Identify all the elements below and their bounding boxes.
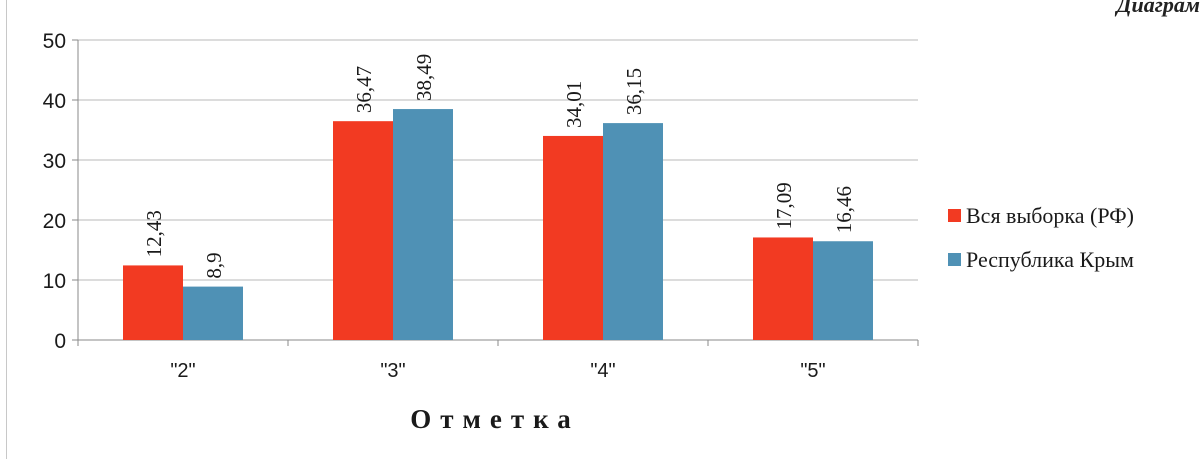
legend-swatch (948, 253, 961, 266)
data-labels: 12,43 8,9 36,47 38,49 34,01 36,15 17,09 16,46 (142, 54, 856, 279)
bar (543, 135, 603, 340)
bar (123, 265, 183, 340)
y-tick-label: 20 (43, 210, 66, 233)
y-tick-label: 30 (43, 150, 66, 173)
data-label: 36,15 (622, 68, 646, 115)
y-tick-label: 50 (43, 30, 66, 53)
x-tick-label: "5" (800, 360, 825, 382)
corner-caption: Диаграм (1116, 0, 1200, 17)
y-tick-label: 0 (54, 330, 66, 353)
data-label: 8,9 (202, 252, 226, 278)
bar (393, 109, 453, 340)
data-label: 36,47 (352, 66, 376, 113)
data-label: 34,01 (562, 81, 586, 128)
bar (753, 237, 813, 340)
data-label: 38,49 (412, 54, 436, 101)
legend: Вся выборка (РФ) Республика Крым (948, 203, 1134, 272)
bar (813, 241, 873, 340)
x-axis-title: Отметка (410, 404, 580, 434)
data-label: 17,09 (772, 182, 796, 229)
y-tick-label: 40 (43, 90, 66, 113)
bar (183, 286, 243, 340)
bar (333, 121, 393, 341)
y-tick-label: 10 (43, 270, 66, 293)
data-label: 16,46 (832, 186, 856, 233)
legend-label: Вся выборка (РФ) (966, 203, 1134, 228)
bar (603, 123, 663, 340)
legend-label: Республика Крым (966, 247, 1134, 272)
x-tick-label: "3" (380, 360, 405, 382)
x-tick-label: "2" (170, 360, 195, 382)
page-left-border (6, 0, 7, 459)
bars (123, 109, 873, 341)
x-tick-label: "4" (590, 360, 615, 382)
data-label: 12,43 (142, 210, 166, 257)
legend-swatch (948, 209, 961, 222)
